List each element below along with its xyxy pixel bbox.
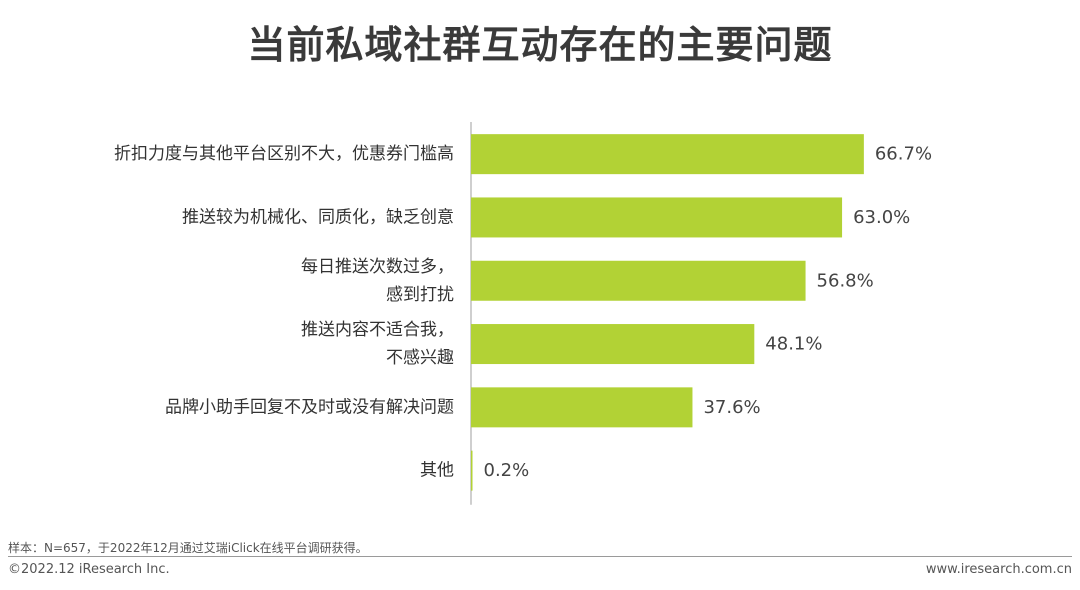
category-label-0: 折扣力度与其他平台区别不大，优惠券门槛高 — [114, 144, 454, 164]
category-label-4: 品牌小助手回复不及时或没有解决问题 — [165, 397, 454, 417]
category-label-5: 其他 — [420, 461, 454, 481]
bar-0 — [471, 134, 864, 175]
category-labels-group: 折扣力度与其他平台区别不大，优惠券门槛高推送较为机械化、同质化，缺乏创意每日推送… — [114, 144, 454, 481]
category-label-1: 推送较为机械化、同质化，缺乏创意 — [182, 207, 454, 227]
bar-5 — [471, 450, 473, 491]
value-label-5: 0.2% — [484, 460, 530, 481]
category-label-line: 每日推送次数过多， — [301, 257, 454, 277]
bar-3 — [471, 324, 755, 365]
value-label-2: 56.8% — [817, 270, 874, 291]
chart-title: 当前私域社群互动存在的主要问题 — [247, 23, 833, 67]
category-label-line: 其他 — [420, 461, 454, 481]
value-label-1: 63.0% — [853, 207, 910, 228]
category-label-3: 推送内容不适合我， 不感兴趣 — [301, 320, 454, 368]
bars-group — [471, 134, 864, 491]
bar-2 — [471, 260, 806, 301]
website-link[interactable]: www.iresearch.com.cn — [925, 562, 1072, 577]
category-label-line: 推送内容不适合我， — [301, 320, 454, 340]
category-label-line: 品牌小助手回复不及时或没有解决问题 — [165, 397, 454, 417]
copyright-text: ©2022.12 iResearch Inc. — [8, 562, 170, 577]
category-label-line: 不感兴趣 — [386, 348, 454, 368]
category-label-line: 感到打扰 — [386, 285, 454, 305]
value-labels-group: 66.7% 63.0% 56.8% 48.1% 37.6% 0.2% — [484, 144, 933, 482]
category-label-2: 每日推送次数过多， 感到打扰 — [301, 257, 454, 305]
category-label-line: 推送较为机械化、同质化，缺乏创意 — [182, 207, 454, 227]
value-label-4: 37.6% — [703, 397, 760, 418]
value-label-3: 48.1% — [765, 334, 822, 355]
sample-note: 样本：N=657，于2022年12月通过艾瑞iClick在线平台调研获得。 — [8, 541, 368, 555]
value-label-0: 66.7% — [875, 144, 932, 165]
bar-4 — [471, 387, 693, 428]
footer-divider — [8, 556, 1072, 557]
category-label-line: 折扣力度与其他平台区别不大，优惠券门槛高 — [114, 144, 454, 164]
bar-1 — [471, 197, 843, 238]
